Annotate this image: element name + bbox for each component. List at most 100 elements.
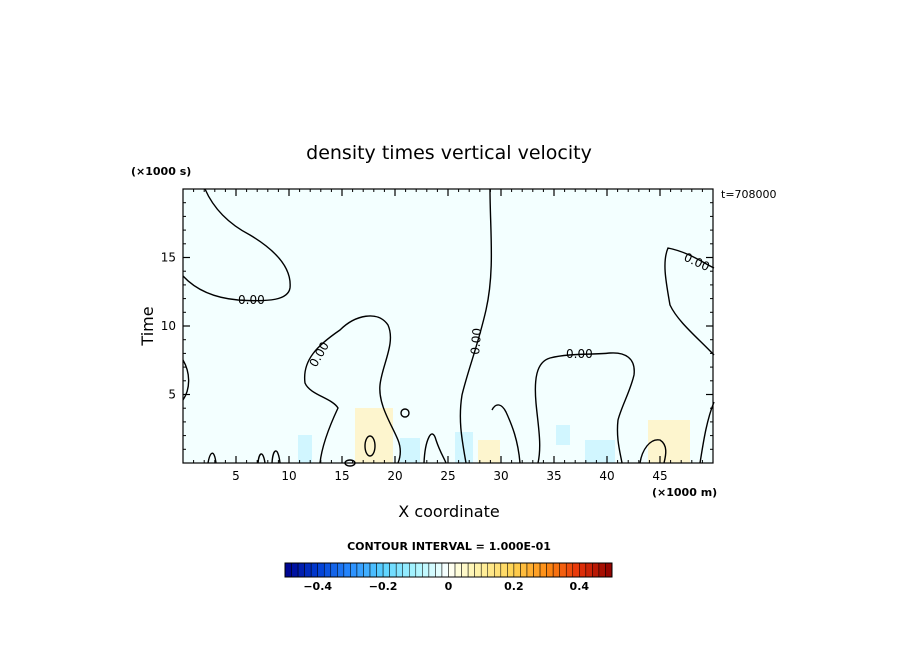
colorbar-tick-label: 0.4 bbox=[570, 580, 590, 593]
x-tick-label: 10 bbox=[281, 469, 296, 483]
contour-line bbox=[257, 453, 266, 464]
contour-loop bbox=[364, 435, 376, 457]
y-axis-ticks: 5 10 15 bbox=[161, 251, 713, 402]
colorbar-ticks: −0.4 −0.2 0 0.2 0.4 bbox=[303, 580, 589, 593]
contour-line bbox=[534, 352, 635, 464]
colorbar-cell bbox=[494, 562, 502, 578]
plot-area: 0.00 0.00 0.00 0.00 0.00 5 10 15 20 25 30 35 40… bbox=[161, 188, 715, 483]
colorbar-cell bbox=[389, 562, 397, 578]
colorbar-cell bbox=[343, 562, 351, 578]
colorbar-cell bbox=[356, 562, 364, 578]
contour-line bbox=[459, 188, 493, 464]
colorbar-cell bbox=[605, 562, 613, 578]
contour-label: 0.00 bbox=[238, 293, 265, 307]
colorbar-cell bbox=[474, 562, 482, 578]
colorbar-cell bbox=[598, 562, 606, 578]
colorbar-cell bbox=[291, 562, 299, 578]
colorbar-cell bbox=[435, 562, 443, 578]
contour-loop bbox=[400, 408, 410, 418]
x-tick-label: 30 bbox=[493, 469, 508, 483]
colorbar-cell bbox=[402, 562, 410, 578]
contour-line bbox=[182, 359, 190, 401]
colorbar-tick-label: 0 bbox=[445, 580, 453, 593]
colorbar-cell bbox=[546, 562, 554, 578]
colorbar-cell bbox=[572, 562, 580, 578]
contour-label: 0.00 bbox=[468, 327, 484, 355]
colorbar-cell bbox=[428, 562, 436, 578]
colorbar-cell bbox=[363, 562, 371, 578]
x-tick-label: 20 bbox=[387, 469, 402, 483]
x-axis-unit: (×1000 m) bbox=[652, 486, 717, 499]
y-axis-label: Time bbox=[138, 306, 157, 346]
chart-title: density times vertical velocity bbox=[306, 142, 592, 164]
colorbar-cell bbox=[526, 562, 534, 578]
positive-patch bbox=[478, 440, 500, 463]
x-tick-label: 25 bbox=[440, 469, 455, 483]
colorbar-cell bbox=[317, 562, 325, 578]
x-tick-label: 40 bbox=[599, 469, 614, 483]
colorbar-cell bbox=[507, 562, 515, 578]
plot-background bbox=[183, 189, 713, 463]
negative-patch bbox=[556, 425, 570, 445]
colorbar-cell bbox=[565, 562, 574, 578]
colorbar-cell bbox=[467, 562, 475, 578]
colorbar-tick-label: −0.2 bbox=[369, 580, 398, 593]
positive-patch bbox=[648, 420, 690, 463]
colorbar-cell bbox=[382, 562, 390, 578]
contour-line bbox=[271, 450, 281, 464]
colorbar-cell bbox=[415, 562, 423, 578]
y-axis-unit: (×1000 s) bbox=[131, 165, 191, 178]
colorbar-cell bbox=[304, 562, 312, 578]
negative-patch bbox=[585, 440, 615, 463]
colorbar-cell bbox=[461, 562, 469, 578]
contour-line bbox=[491, 404, 521, 464]
colorbar-cell bbox=[441, 562, 449, 578]
contour-line bbox=[207, 452, 217, 464]
contour-label: 0.00 bbox=[566, 347, 593, 361]
colorbar-cell bbox=[559, 562, 567, 578]
colorbar-cell bbox=[284, 562, 292, 578]
colorbar-cell bbox=[539, 562, 547, 578]
time-stamp: t=708000 bbox=[721, 188, 777, 201]
colorbar-cell bbox=[533, 562, 541, 578]
colorbar-cell bbox=[395, 562, 403, 578]
colorbar-tick-label: 0.2 bbox=[504, 580, 524, 593]
x-axis-ticks: 5 10 15 20 25 30 35 40 45 bbox=[232, 189, 668, 483]
colorbar-cell bbox=[330, 562, 338, 578]
colorbar-cell bbox=[310, 562, 318, 578]
colorbar-cell bbox=[585, 562, 593, 578]
y-tick-label: 5 bbox=[168, 388, 176, 402]
x-tick-label: 45 bbox=[652, 469, 667, 483]
colorbar-cell bbox=[369, 562, 377, 578]
colorbar-cell bbox=[500, 562, 508, 578]
negative-patch bbox=[298, 435, 312, 463]
colorbar-cell bbox=[337, 562, 345, 578]
contour-line bbox=[699, 401, 715, 464]
contour-line bbox=[639, 439, 667, 464]
colorbar-cell bbox=[422, 562, 430, 578]
colorbar-cell bbox=[297, 562, 305, 578]
colorbar-cell bbox=[448, 562, 456, 578]
contour-line bbox=[182, 188, 291, 302]
colorbar-cell bbox=[592, 562, 600, 578]
colorbar-title: CONTOUR INTERVAL = 1.000E-01 bbox=[347, 540, 551, 553]
colorbar bbox=[284, 562, 613, 578]
contour-line bbox=[664, 247, 715, 356]
colorbar-cell bbox=[487, 562, 495, 578]
colorbar-cell bbox=[409, 562, 417, 578]
x-tick-label: 15 bbox=[334, 469, 349, 483]
x-axis-label: X coordinate bbox=[398, 502, 499, 521]
contour-line bbox=[423, 433, 447, 464]
colorbar-frame bbox=[284, 562, 613, 578]
contour-lines bbox=[182, 188, 715, 467]
colorbar-cell bbox=[513, 562, 521, 578]
colorbar-cell bbox=[520, 562, 528, 578]
negative-patch bbox=[400, 438, 420, 463]
x-tick-label: 35 bbox=[546, 469, 561, 483]
contour-line bbox=[303, 315, 401, 464]
x-tick-label: 5 bbox=[232, 469, 240, 483]
colorbar-cell bbox=[552, 562, 560, 578]
colorbar-cell bbox=[454, 562, 462, 578]
y-tick-label: 10 bbox=[161, 319, 176, 333]
